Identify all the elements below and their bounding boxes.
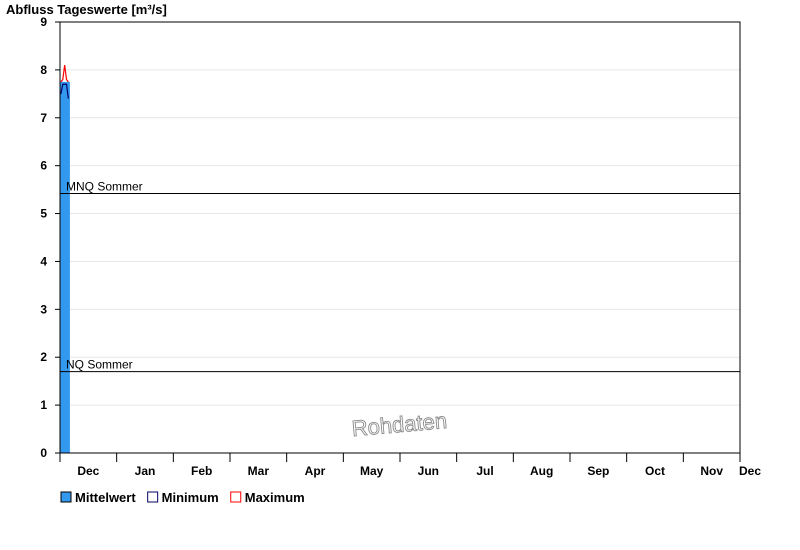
y-tick-label: 6 (40, 159, 47, 173)
mean-bars (60, 81, 70, 453)
series-lines (60, 65, 69, 99)
x-tick-label: May (360, 464, 384, 478)
x-tick-label: Feb (191, 464, 212, 478)
legend: Mittelwert Minimum Maximum (60, 490, 305, 505)
legend-label-maximum: Maximum (245, 490, 305, 505)
y-tick-label: 8 (40, 63, 47, 77)
x-tick-label: Dec (77, 464, 99, 478)
mean-bar (67, 81, 70, 453)
y-axis: 0 1 2 3 4 5 6 7 8 9 (40, 15, 60, 460)
minimum-line (60, 83, 69, 99)
x-tick-label: Jul (476, 464, 493, 478)
legend-label-mittelwert: Mittelwert (75, 490, 136, 505)
y-tick-label: 3 (40, 302, 47, 316)
x-tick-label: Sep (587, 464, 609, 478)
y-tick-label: 1 (40, 398, 47, 412)
y-tick-label: 7 (40, 111, 47, 125)
grid-lines (60, 21, 740, 406)
mean-bar (60, 81, 63, 453)
legend-swatch-mittelwert (60, 491, 72, 503)
x-axis: Dec Jan Feb Mar Apr May Jun Jul Aug Sep Oct Nov Dec (59, 453, 761, 478)
x-tick-label: Jan (135, 464, 156, 478)
maximum-line (60, 65, 69, 83)
legend-swatch-minimum (147, 491, 159, 503)
x-tick-label: Oct (645, 464, 665, 478)
x-tick-label: Aug (530, 464, 553, 478)
mean-bar (61, 81, 65, 453)
x-tick-label: Jun (418, 464, 439, 478)
x-tick-label: Nov (700, 464, 723, 478)
x-tick-label: Apr (305, 464, 326, 478)
legend-swatch-maximum (230, 491, 242, 503)
y-tick-label: 0 (40, 446, 47, 460)
watermark: Rohdaten (351, 408, 448, 441)
x-tick-label: Dec (739, 464, 761, 478)
mean-bar (65, 81, 69, 453)
y-tick-label: 4 (40, 254, 47, 268)
y-tick-label: 9 (40, 15, 47, 29)
y-tick-label: 5 (40, 207, 47, 221)
plot-frame (59, 21, 741, 454)
reference-line-label: MNQ Sommer (66, 179, 143, 193)
legend-label-minimum: Minimum (162, 490, 219, 505)
y-tick-label: 2 (40, 350, 47, 364)
x-tick-label: Mar (248, 464, 270, 478)
chart-title: Abfluss Tageswerte [m³/s] (6, 2, 167, 17)
reference-line-label: NQ Sommer (66, 358, 133, 372)
mean-bar (63, 81, 67, 453)
reference-lines: MNQ Sommer NQ Sommer (60, 179, 740, 373)
